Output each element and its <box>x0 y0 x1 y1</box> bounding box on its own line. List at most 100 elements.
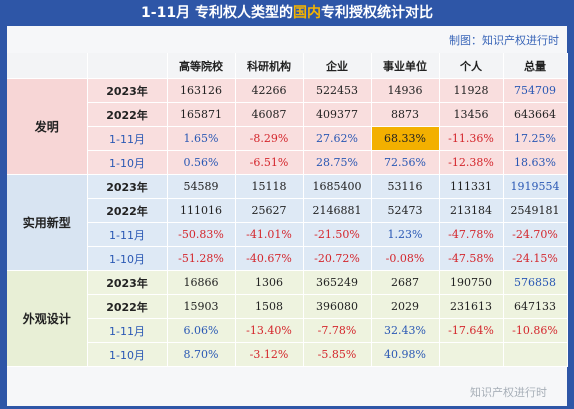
table-cell: -47.58% <box>439 246 504 271</box>
page-title: 1-11月 专利权人类型的国内专利授权统计对比 <box>0 0 574 26</box>
table-row: 2022年 165871 46087 409377 8873 13456 643664 <box>7 102 568 127</box>
table-cell: -7.78% <box>303 318 372 343</box>
table-cell: 72.56% <box>371 150 440 175</box>
table-cell: 643664 <box>503 102 568 127</box>
table-cell: -47.78% <box>439 222 504 247</box>
row-label: 2023年 <box>87 174 168 199</box>
row-label: 1-11月 <box>87 126 168 151</box>
table-cell: 52473 <box>371 198 440 223</box>
row-label: 1-11月 <box>87 318 168 343</box>
table-row: 1-11月 6.06% -13.40% -7.78% 32.43% -17.64% -10.… <box>7 318 568 343</box>
table-cell: 1508 <box>235 294 304 319</box>
table-cell: 1685400 <box>303 174 372 199</box>
table-cell: -0.08% <box>371 246 440 271</box>
table-cell: 396080 <box>303 294 372 319</box>
row-label: 1-10月 <box>87 246 168 271</box>
table-row: 1-10月 -51.28% -40.67% -20.72% -0.08% -47.58% -… <box>7 246 568 271</box>
table-cell: 576858 <box>503 270 568 295</box>
table-cell: -6.51% <box>235 150 304 175</box>
table-cell: 42266 <box>235 78 304 103</box>
title-highlight: 国内 <box>292 5 321 21</box>
row-label: 2022年 <box>87 102 168 127</box>
table-cell: 28.75% <box>303 150 372 175</box>
row-label: 1-11月 <box>87 222 168 247</box>
table-cell: -21.50% <box>303 222 372 247</box>
table-cell: 13456 <box>439 102 504 127</box>
table-cell: 1306 <box>235 270 304 295</box>
category-label: 外观设计 <box>7 270 88 367</box>
table-cell: -24.70% <box>503 222 568 247</box>
table-cell: 231613 <box>439 294 504 319</box>
table-cell: 190750 <box>439 270 504 295</box>
table-cell: 0.56% <box>167 150 236 175</box>
credit-label: 制图：知识产权进行时 <box>449 34 559 47</box>
col-header: 企业 <box>303 53 372 79</box>
table-cell: 16866 <box>167 270 236 295</box>
row-label: 1-10月 <box>87 342 168 367</box>
table-cell: 17.25% <box>503 126 568 151</box>
row-label: 2022年 <box>87 198 168 223</box>
table-cell: 754709 <box>503 78 568 103</box>
table-cell: 165871 <box>167 102 236 127</box>
table-cell: -13.40% <box>235 318 304 343</box>
table-cell: 53116 <box>371 174 440 199</box>
table-cell: 6.06% <box>167 318 236 343</box>
table-row: 发明 2023年 163126 42266 522453 14936 11928 754709 <box>7 78 568 175</box>
col-header: 总量 <box>503 53 568 79</box>
table-cell: 8.70% <box>167 342 236 367</box>
table-cell: 40.98% <box>371 342 440 367</box>
table-cell: 32.43% <box>371 318 440 343</box>
table-cell: 1.23% <box>371 222 440 247</box>
table-cell: 111016 <box>167 198 236 223</box>
table-cell: -3.12% <box>235 342 304 367</box>
table-cell: 163126 <box>167 78 236 103</box>
table-cell <box>503 342 568 367</box>
table-row: 2022年 15903 1508 396080 2029 231613 647133 <box>7 294 568 319</box>
table-cell: 2549181 <box>503 198 568 223</box>
table-cell: 1.65% <box>167 126 236 151</box>
row-label: 2022年 <box>87 294 168 319</box>
category-label: 实用新型 <box>7 174 88 271</box>
table-cell: 25627 <box>235 198 304 223</box>
col-header: 事业单位 <box>371 53 440 79</box>
category-label: 发明 <box>7 78 88 175</box>
col-header: 科研机构 <box>235 53 304 79</box>
table-panel: 制图：知识产权进行时 高等院校 科研机构 企业 事业单位 个人 总量 <box>7 26 568 406</box>
title-prefix: 1-11月 专利权人类型的 <box>141 5 293 21</box>
table-cell: -8.29% <box>235 126 304 151</box>
table-row: 2022年 111016 25627 2146881 52473 213184 254918… <box>7 198 568 223</box>
table-row: 1-10月 8.70% -3.12% -5.85% 40.98% <box>7 342 568 367</box>
row-label: 1-10月 <box>87 150 168 175</box>
table-cell: 11928 <box>439 78 504 103</box>
table-cell: -41.01% <box>235 222 304 247</box>
table-cell: -51.28% <box>167 246 236 271</box>
table-cell: -5.85% <box>303 342 372 367</box>
table-cell: 27.62% <box>303 126 372 151</box>
watermark: 知识产权进行时 <box>470 386 547 399</box>
table-cell: -12.38% <box>439 150 504 175</box>
table-row: 实用新型 2023年 54589 15118 1685400 53116 111331 191… <box>7 174 568 271</box>
table-row: 1-10月 0.56% -6.51% 28.75% 72.56% -12.38% 18.63… <box>7 150 568 175</box>
table-cell: 111331 <box>439 174 504 199</box>
col-header: 个人 <box>439 53 504 79</box>
table-cell: 2687 <box>371 270 440 295</box>
row-label: 2023年 <box>87 78 168 103</box>
table-cell: 365249 <box>303 270 372 295</box>
patent-table: 高等院校 科研机构 企业 事业单位 个人 总量 发明 2023年 163126 422… <box>7 53 568 367</box>
table-cell: 409377 <box>303 102 372 127</box>
row-label: 2023年 <box>87 270 168 295</box>
header-blank-2 <box>87 53 168 79</box>
table-cell: -11.36% <box>439 126 504 151</box>
table-cell: 213184 <box>439 198 504 223</box>
table-cell: 1919554 <box>503 174 568 199</box>
header-row: 高等院校 科研机构 企业 事业单位 个人 总量 <box>7 53 568 79</box>
table-cell: 15903 <box>167 294 236 319</box>
table-row: 1-11月 -50.83% -41.01% -21.50% 1.23% -47.78% -2… <box>7 222 568 247</box>
table-cell: -24.15% <box>503 246 568 271</box>
table-cell: -20.72% <box>303 246 372 271</box>
table-cell: -40.67% <box>235 246 304 271</box>
header-blank-1 <box>7 53 88 79</box>
table-cell: 14936 <box>371 78 440 103</box>
table-cell <box>439 342 504 367</box>
